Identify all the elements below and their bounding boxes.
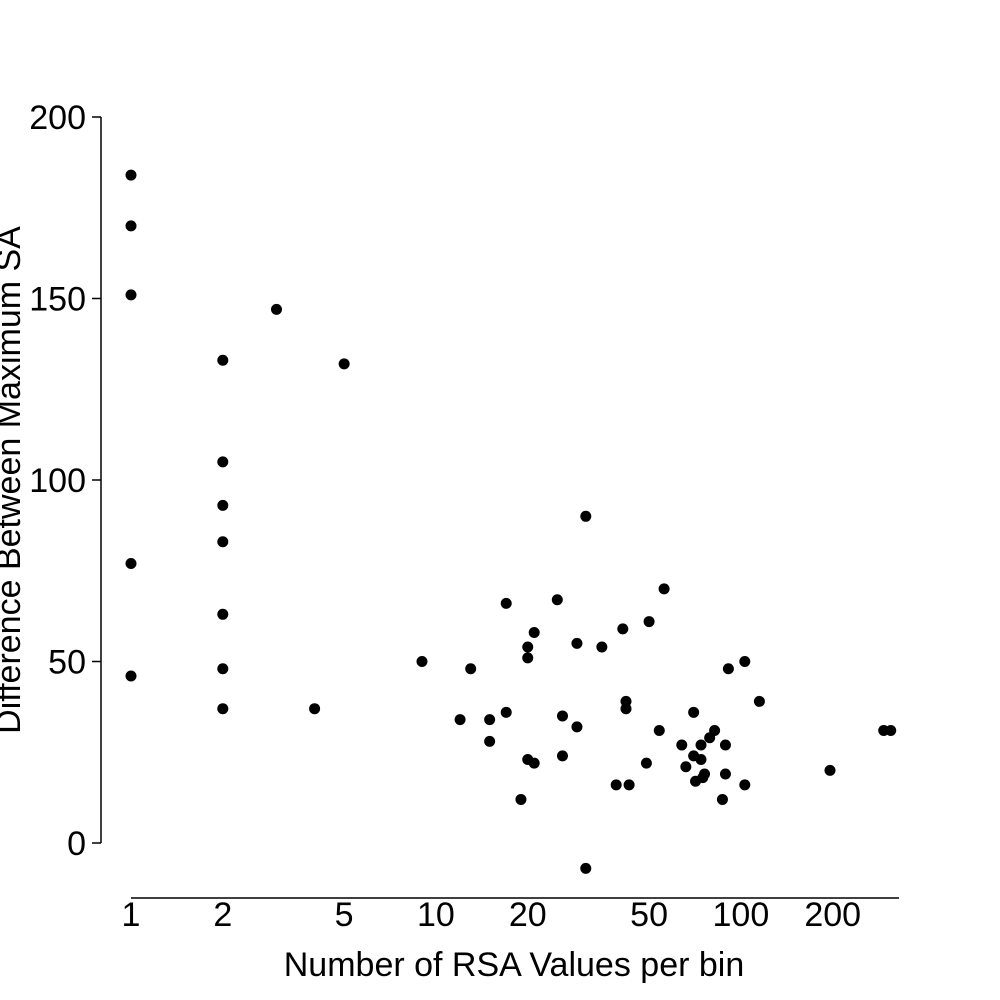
data-point: [739, 656, 751, 667]
data-point: [653, 724, 665, 736]
y-tick-label: 150: [29, 281, 86, 319]
data-point: [125, 557, 137, 569]
data-point: [617, 623, 629, 635]
data-point: [551, 594, 563, 606]
data-point: [500, 706, 512, 718]
data-point: [556, 750, 568, 762]
data-point: [753, 695, 765, 707]
data-point: [620, 703, 632, 715]
x-axis: 1 2 5 10 20 50 100 200: [122, 896, 899, 934]
x-tick-label: 2: [213, 896, 232, 934]
data-point: [125, 169, 137, 181]
y-axis-title: Difference Between Maximum SA: [0, 226, 28, 734]
data-point: [270, 303, 282, 315]
data-point: [217, 499, 229, 511]
data-point: [658, 583, 670, 595]
data-point: [217, 354, 229, 366]
x-tick-label: 50: [630, 896, 668, 934]
data-point: [699, 768, 711, 780]
data-point: [522, 641, 534, 653]
x-tick-label: 200: [804, 896, 861, 934]
data-point: [640, 757, 652, 769]
data-point: [522, 652, 534, 664]
data-point: [125, 220, 137, 232]
y-axis: 0 50 100 150 200: [29, 99, 102, 863]
data-point: [556, 710, 568, 722]
data-point: [528, 757, 540, 769]
data-point: [824, 764, 836, 776]
data-point: [465, 663, 477, 675]
data-point: [643, 616, 655, 628]
data-point: [528, 626, 540, 638]
data-point: [338, 358, 350, 370]
x-tick-label: 20: [509, 896, 547, 934]
x-tick-label: 5: [335, 896, 354, 934]
data-point: [217, 456, 229, 468]
data-point: [217, 663, 229, 675]
data-point: [719, 768, 731, 780]
data-point: [695, 754, 707, 766]
data-point: [484, 714, 496, 726]
data-point: [885, 724, 897, 736]
data-point: [515, 793, 527, 805]
x-tick-label: 10: [417, 896, 455, 934]
data-point: [610, 779, 622, 791]
data-point: [571, 721, 583, 733]
data-point: [680, 761, 692, 773]
data-point: [217, 536, 229, 548]
data-point: [454, 714, 466, 726]
data-point: [217, 608, 229, 620]
y-tick-label: 50: [48, 644, 86, 682]
data-point: [739, 779, 751, 791]
data-point: [484, 735, 496, 747]
data-point: [719, 739, 731, 751]
data-point: [580, 510, 592, 522]
data-point: [125, 670, 137, 682]
data-point: [596, 641, 608, 653]
y-tick-label: 200: [29, 99, 86, 137]
x-axis-title: Number of RSA Values per bin: [284, 946, 745, 984]
data-point: [309, 703, 321, 715]
data-point: [571, 637, 583, 649]
data-point: [217, 703, 229, 715]
data-point: [716, 793, 728, 805]
data-point: [416, 656, 428, 667]
data-point: [125, 289, 137, 301]
y-tick-label: 0: [67, 825, 86, 863]
data-point: [722, 663, 734, 675]
y-tick-label: 100: [29, 462, 86, 500]
x-tick-label: 1: [122, 896, 141, 934]
data-points: [125, 169, 897, 874]
data-point: [580, 862, 592, 874]
x-tick-label: 100: [713, 896, 770, 934]
data-point: [623, 779, 635, 791]
data-point: [695, 739, 707, 751]
data-point: [500, 597, 512, 609]
data-point: [709, 724, 721, 736]
data-point: [688, 706, 700, 718]
data-point: [676, 739, 688, 751]
